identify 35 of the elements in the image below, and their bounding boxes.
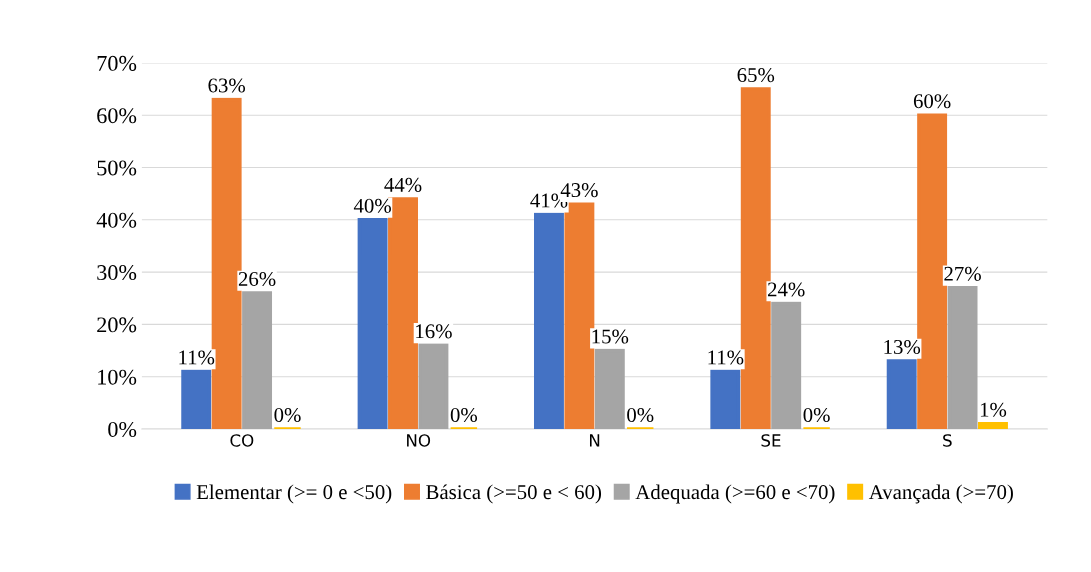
x-tick-label: NO [407, 434, 431, 447]
y-tick-label: 30% [97, 265, 137, 281]
x-tick-label: S [943, 434, 952, 447]
legend-label: Elementar (>= 0 e <50) [196, 484, 392, 504]
y-tick-label: 0% [108, 421, 137, 437]
data-label: 0% [274, 407, 301, 423]
y-tick-label: 20% [97, 317, 137, 333]
data-label: 63% [208, 78, 246, 93]
x-tick-label: N [590, 434, 600, 447]
data-label: 11% [708, 350, 744, 365]
data-label: 15% [592, 329, 629, 344]
data-label: 27% [944, 266, 981, 281]
y-tick-label: 50% [97, 160, 137, 176]
x-tick-label: SE [761, 434, 781, 447]
y-tick-label: 10% [98, 369, 137, 385]
data-label: 26% [238, 271, 276, 287]
data-label: 11% [179, 350, 215, 365]
legend-label: Avançada (>=70) [868, 484, 1013, 504]
x-tick-label: CO [230, 434, 254, 447]
data-label: 0% [627, 407, 654, 423]
data-label: 40% [353, 198, 391, 213]
data-label: 65% [737, 68, 775, 83]
legend-label: Adequada (>=60 e <70) [635, 484, 835, 504]
data-label: 0% [450, 407, 478, 423]
data-label: 16% [416, 324, 452, 339]
y-tick-label: 60% [97, 108, 137, 124]
data-label: 13% [884, 339, 921, 355]
legend-label: Básica (>=50 e < 60) [426, 484, 602, 504]
data-label: 0% [803, 407, 830, 423]
y-tick-label: 40% [96, 212, 137, 228]
data-label: 1% [980, 402, 1007, 417]
data-label: 60% [913, 94, 951, 109]
data-label: 44% [384, 177, 422, 192]
y-tick-label: 70% [97, 55, 137, 71]
data-label: 24% [768, 282, 805, 297]
